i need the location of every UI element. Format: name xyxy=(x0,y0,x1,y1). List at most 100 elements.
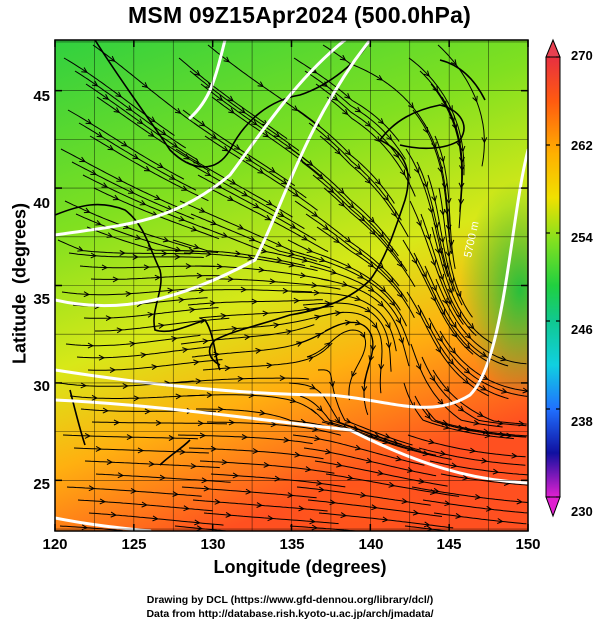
streamline-arrow xyxy=(237,224,245,230)
streamline xyxy=(412,109,450,238)
streamline-arrow xyxy=(140,352,148,359)
streamline-arrow xyxy=(293,297,301,304)
contour-line-5 xyxy=(55,516,152,531)
streamline-arrow xyxy=(463,367,471,374)
streamline-arrow xyxy=(443,424,450,430)
y-axis-label: Latitude (degrees) xyxy=(9,202,30,365)
streamline-arrow xyxy=(361,385,368,393)
streamline-arrow xyxy=(266,362,273,369)
streamline-arrow xyxy=(330,269,338,275)
streamline xyxy=(196,408,330,428)
streamline-arrow xyxy=(437,335,443,343)
streamline-arrow xyxy=(122,383,129,389)
streamline xyxy=(177,434,313,445)
streamline-arrow xyxy=(294,451,301,458)
streamline-arrow xyxy=(344,93,351,100)
x-tick-label: 135 xyxy=(279,536,305,553)
streamline-arrow xyxy=(309,518,316,525)
streamline-arrow xyxy=(102,407,110,414)
streamline-arrow xyxy=(269,167,276,173)
streamline-arrow xyxy=(305,466,312,473)
streamline xyxy=(199,460,335,474)
streamline-arrow xyxy=(379,286,387,293)
sakhalin-coast xyxy=(439,59,486,101)
streamline-arrow xyxy=(307,356,314,362)
streamline-arrow xyxy=(167,287,174,294)
streamline-arrow xyxy=(449,115,455,123)
streamline-arrow xyxy=(431,195,437,203)
streamline-arrow xyxy=(269,278,277,285)
streamline-arrow xyxy=(149,116,156,123)
streamline-arrow xyxy=(368,355,375,362)
streamline-arrow xyxy=(354,163,362,170)
streamline-arrow xyxy=(276,256,283,263)
streamline-arrow xyxy=(239,107,246,114)
streamline-arrow xyxy=(393,151,400,159)
streamline-arrow xyxy=(148,460,156,467)
streamline-arrow xyxy=(206,392,214,399)
streamline-arrow xyxy=(477,411,484,417)
credit-data-source: Data from http://database.rish.kyoto-u.a… xyxy=(146,608,434,620)
streamline-arrow xyxy=(482,374,489,380)
streamline-arrow xyxy=(457,405,465,412)
colorbar-tick-label: 238 xyxy=(571,414,593,429)
streamline-arrow xyxy=(84,432,92,439)
colorbar-tick-label: 270 xyxy=(571,48,593,63)
streamline xyxy=(429,460,528,476)
streamline-arrow xyxy=(190,463,198,469)
streamline-arrow xyxy=(395,455,403,462)
streamline-arrow xyxy=(263,461,271,468)
streamline-arrow xyxy=(385,342,392,349)
streamline xyxy=(203,512,339,525)
streamline xyxy=(432,369,527,425)
streamline-arrow xyxy=(472,95,478,103)
streamline-arrow xyxy=(388,481,396,488)
streamline xyxy=(290,148,391,241)
colorbar-scale xyxy=(545,56,561,498)
streamline xyxy=(202,342,333,371)
contour-line-2 xyxy=(55,40,372,308)
streamline-arrow xyxy=(196,525,204,531)
streamline xyxy=(91,421,228,425)
streamline-arrow xyxy=(499,431,506,438)
streamline xyxy=(78,122,197,191)
streamline xyxy=(318,512,454,529)
streamline xyxy=(436,421,526,438)
streamline xyxy=(411,486,528,503)
streamline-arrow xyxy=(385,322,391,330)
streamline xyxy=(201,226,331,269)
streamline-arrow xyxy=(328,187,335,194)
streamline xyxy=(60,148,183,210)
streamline-arrow xyxy=(314,435,321,442)
streamline xyxy=(89,135,209,202)
streamline xyxy=(294,200,400,287)
streamline-arrow xyxy=(377,262,385,269)
streamline-arrow xyxy=(366,457,373,464)
streamline xyxy=(181,486,317,499)
streamline-arrow xyxy=(109,55,116,62)
streamline-arrow xyxy=(99,498,107,505)
streamline xyxy=(413,252,490,363)
streamline-arrow xyxy=(412,509,420,516)
streamline-arrow xyxy=(473,419,480,426)
streamline-arrow xyxy=(143,264,151,271)
streamline-arrow xyxy=(141,501,148,508)
streamline xyxy=(438,187,473,318)
streamline xyxy=(87,359,223,371)
streamline-arrow xyxy=(214,498,222,505)
streamline-arrow xyxy=(396,291,403,299)
streamline-arrow xyxy=(444,500,451,507)
streamline-arrow xyxy=(358,215,366,222)
streamline-arrow xyxy=(291,105,299,112)
x-tick-label: 120 xyxy=(42,536,68,553)
streamline xyxy=(77,499,213,512)
streamline xyxy=(306,329,367,401)
streamline-arrow xyxy=(339,54,347,61)
streamline-arrow xyxy=(439,309,446,316)
streamline xyxy=(422,499,528,514)
streamline-arrow xyxy=(174,107,182,114)
streamline-arrow xyxy=(146,245,154,251)
streamline-arrow xyxy=(462,474,469,481)
streamline xyxy=(61,288,197,296)
streamline-arrow xyxy=(245,156,253,162)
